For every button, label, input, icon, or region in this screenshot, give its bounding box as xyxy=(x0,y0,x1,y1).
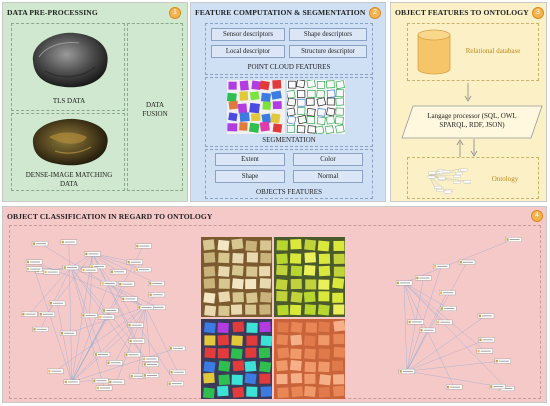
object-feature-box: Shape xyxy=(215,170,285,183)
panel-title: FEATURE COMPUTATION & SEGMENTATION xyxy=(195,8,366,17)
segmentation-group xyxy=(205,77,373,147)
object-features-to-ontology-panel: OBJECT FEATURES TO ONTOLOGY 3 Relational… xyxy=(390,2,547,202)
ontology-group xyxy=(407,157,539,199)
language-processor-shape xyxy=(401,105,543,139)
dense-image xyxy=(25,115,113,169)
fusion-label-line2: FUSION xyxy=(142,110,168,118)
segmentation-label: SEGMENTATION xyxy=(262,136,316,144)
point-cloud-features-label: POINT CLOUD FEATURES xyxy=(247,63,331,71)
ontology-graph-left xyxy=(13,231,198,395)
descriptor-box: Local descriptor xyxy=(211,45,285,58)
object-feature-box: Normal xyxy=(293,170,363,183)
ontology-graph-thumbnail xyxy=(421,161,471,195)
ontology-graph-right xyxy=(363,231,538,395)
feature-computation-panel: FEATURE COMPUTATION & SEGMENTATION 2 Sen… xyxy=(190,2,386,202)
step-badge: 3 xyxy=(532,7,544,19)
segmentation-image-colored xyxy=(227,80,285,134)
classified-mosaic-images xyxy=(201,237,345,399)
step-badge: 1 xyxy=(169,7,181,19)
panel-title: OBJECT FEATURES TO ONTOLOGY xyxy=(395,8,529,17)
language-processor-line1: Langage processor (SQL, OWL xyxy=(427,112,517,120)
tls-image xyxy=(25,27,113,93)
descriptor-box: Structure descriptor xyxy=(289,45,367,58)
panel-title: OBJECT CLASSIFICATION IN REGARD TO ONTOL… xyxy=(7,212,213,221)
descriptor-box: Shape descriptors xyxy=(289,28,367,41)
dense-group xyxy=(11,113,125,191)
tls-group xyxy=(11,23,125,111)
fusion-label-line1: DATA xyxy=(145,101,165,109)
dense-label-line2: DATA xyxy=(59,180,79,188)
descriptor-box: Sensor descriptors xyxy=(211,28,285,41)
arrow-down-icon xyxy=(463,83,473,103)
arrow-down-icon xyxy=(469,139,479,157)
database-group xyxy=(407,23,539,81)
point-cloud-group xyxy=(205,23,373,75)
language-processor-line2: SPARQL, RDF, JSON) xyxy=(439,121,505,129)
database-label: Relational database xyxy=(465,47,521,55)
object-feature-box: Color xyxy=(293,153,363,166)
object-feature-box: Extent xyxy=(215,153,285,166)
arrow-up-icon xyxy=(455,139,465,157)
database-icon xyxy=(417,29,451,75)
segmentation-image-outlines xyxy=(287,80,345,134)
panel-title: DATA PRE-PROCESSING xyxy=(7,8,98,17)
step-badge: 2 xyxy=(369,7,381,19)
step-badge: 4 xyxy=(531,210,543,222)
tls-label: TLS DATA xyxy=(52,97,86,105)
data-preprocessing-panel: DATA PRE-PROCESSING 1 TLS DATA xyxy=(2,2,188,202)
ontology-label: Ontology xyxy=(491,175,519,183)
object-classification-panel: OBJECT CLASSIFICATION IN REGARD TO ONTOL… xyxy=(2,206,547,403)
objects-features-group xyxy=(205,149,373,199)
dense-label-line1: DENSE-IMAGE MATCHING xyxy=(25,171,113,179)
fusion-group xyxy=(127,23,183,191)
objects-features-label: OBJECTS FEATURES xyxy=(256,188,322,196)
